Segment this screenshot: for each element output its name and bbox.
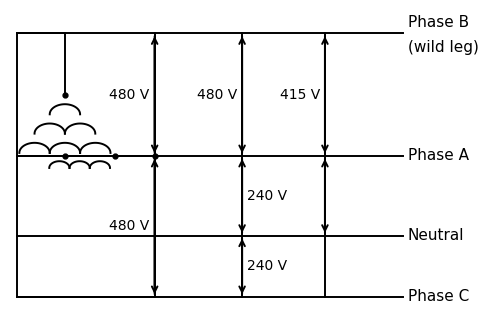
Text: 480 V: 480 V [109, 88, 149, 102]
Text: Phase A: Phase A [408, 149, 469, 163]
Text: (wild leg): (wild leg) [408, 40, 479, 55]
Text: Phase B: Phase B [408, 15, 469, 30]
Text: Phase C: Phase C [408, 290, 469, 305]
Text: 240 V: 240 V [247, 189, 287, 203]
Text: 480 V: 480 V [197, 88, 237, 102]
Text: 415 V: 415 V [279, 88, 320, 102]
Text: 240 V: 240 V [247, 259, 287, 273]
Text: 480 V: 480 V [109, 219, 149, 233]
Text: Neutral: Neutral [408, 228, 464, 243]
